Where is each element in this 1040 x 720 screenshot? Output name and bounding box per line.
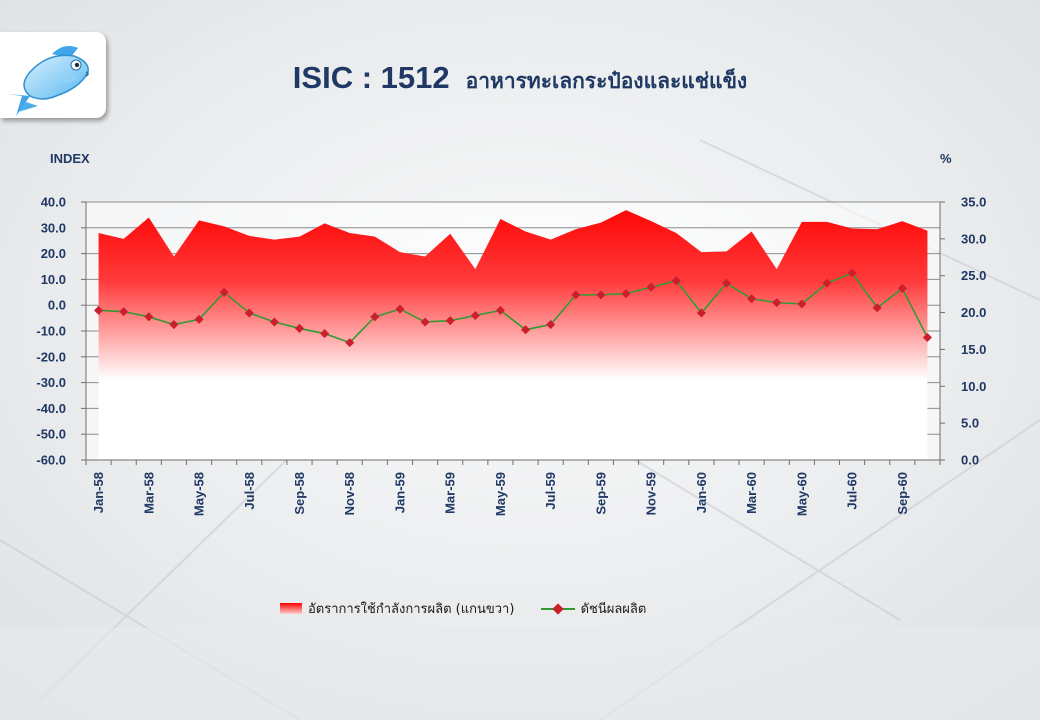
right-tick-label: 25.0 — [961, 268, 986, 283]
left-tick-label: 30.0 — [41, 220, 66, 235]
left-tick-label: -60.0 — [36, 453, 66, 468]
left-tick-label: -10.0 — [36, 324, 66, 339]
x-tick-label: May-58 — [192, 472, 207, 516]
legend: อัตราการใช้กำลังการผลิต (แกนขวา) ดัชนีผล… — [280, 598, 668, 619]
line-point — [521, 325, 531, 335]
left-tick-label: 10.0 — [41, 272, 66, 287]
x-tick-label: Jan-59 — [392, 472, 407, 513]
legend-line-swatch — [540, 602, 575, 615]
line-point — [621, 289, 631, 299]
line-point — [119, 307, 129, 317]
line-point — [144, 312, 154, 322]
line-point — [546, 320, 556, 330]
left-tick-label: 40.0 — [41, 195, 66, 210]
x-tick-label: Jan-58 — [91, 472, 106, 513]
right-tick-label: 5.0 — [961, 416, 979, 431]
x-tick-label: Mar-59 — [443, 472, 458, 514]
right-tick-label: 20.0 — [961, 305, 986, 320]
line-point — [94, 305, 104, 315]
right-tick-label: 10.0 — [961, 379, 986, 394]
left-tick-label: -20.0 — [36, 349, 66, 364]
legend-area-swatch — [280, 603, 302, 614]
line-point — [169, 320, 179, 330]
x-tick-label: Sep-60 — [895, 472, 910, 515]
x-tick-label: Mar-60 — [744, 472, 759, 514]
x-tick-label: Jan-60 — [694, 472, 709, 513]
x-tick-label: Nov-59 — [644, 472, 659, 515]
x-tick-label: Nov-58 — [342, 472, 357, 515]
x-tick-label: May-60 — [794, 472, 809, 516]
page-title: ISIC : 1512 อาหารทะเลกระป๋องและแช่แข็ง — [0, 60, 1040, 98]
line-point — [244, 308, 254, 318]
right-tick-label: 0.0 — [961, 453, 979, 468]
line-point — [897, 283, 907, 293]
legend-line-label: ดัชนีผลผลิต — [580, 602, 647, 617]
line-point — [696, 308, 706, 318]
line-point — [772, 298, 782, 308]
left-tick-label: -30.0 — [36, 375, 66, 390]
x-tick-label: Jul-59 — [543, 472, 558, 510]
fish-icon — [8, 46, 89, 116]
legend-item-line: ดัชนีผลผลิต — [540, 598, 647, 619]
x-tick-label: Sep-59 — [593, 472, 608, 515]
line-point — [596, 290, 606, 300]
right-tick-label: 15.0 — [961, 342, 986, 357]
logo-box — [0, 32, 106, 118]
left-tick-label: -40.0 — [36, 401, 66, 416]
left-tick-label: 20.0 — [41, 246, 66, 261]
legend-item-area: อัตราการใช้กำลังการผลิต (แกนขวา) — [280, 598, 514, 619]
x-tick-label: May-59 — [493, 472, 508, 516]
legend-area-label: อัตราการใช้กำลังการผลิต (แกนขวา) — [308, 602, 515, 617]
x-tick-label: Sep-58 — [292, 472, 307, 515]
x-tick-label: Mar-58 — [141, 472, 156, 514]
left-tick-label: 0.0 — [48, 298, 66, 313]
left-tick-label: -50.0 — [36, 427, 66, 442]
left-axis-unit: INDEX — [50, 151, 90, 166]
area-series-capacity — [98, 210, 928, 460]
right-tick-label: 30.0 — [961, 231, 986, 246]
line-point — [646, 282, 656, 292]
right-axis-unit: % — [940, 151, 952, 166]
x-tick-label: Jul-60 — [845, 472, 860, 510]
line-point — [822, 278, 832, 288]
line-point — [194, 314, 204, 324]
title-code: ISIC : 1512 — [292, 60, 450, 95]
right-tick-label: 35.0 — [961, 195, 986, 210]
title-name: อาหารทะเลกระป๋องและแช่แข็ง — [465, 69, 748, 93]
line-series-index — [98, 271, 929, 344]
line-point — [721, 278, 732, 288]
x-tick-label: Jul-58 — [242, 472, 257, 510]
